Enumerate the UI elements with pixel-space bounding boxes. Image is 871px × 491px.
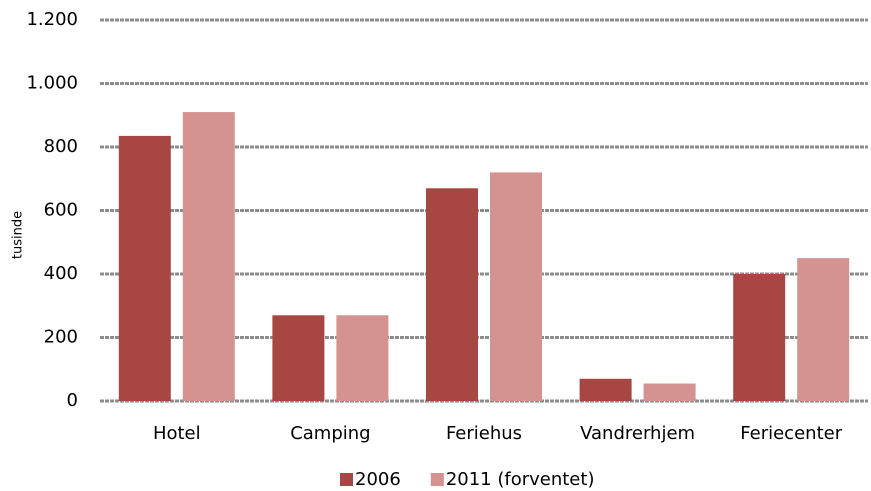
y-tick-label: 800 xyxy=(44,136,78,157)
x-tick-label: Camping xyxy=(290,423,370,444)
bar xyxy=(733,274,786,401)
legend-label: 2006 xyxy=(355,469,401,490)
bar xyxy=(272,315,325,401)
x-tick-label: Hotel xyxy=(153,423,201,444)
bar xyxy=(490,172,542,401)
bar xyxy=(182,112,235,401)
bar xyxy=(118,135,171,401)
bar xyxy=(336,315,389,401)
y-tick-label: 400 xyxy=(44,263,78,284)
y-tick-label: 0 xyxy=(67,390,78,411)
bar xyxy=(643,383,696,401)
y-tick-label: 1.000 xyxy=(26,73,78,94)
y-tick-label: 200 xyxy=(44,327,78,348)
y-tick-label: 1.200 xyxy=(26,9,78,30)
x-tick-label: Vandrerhjem xyxy=(580,423,695,444)
x-tick-label: Feriecenter xyxy=(740,423,842,444)
bar xyxy=(426,188,478,401)
bar xyxy=(797,258,850,401)
legend-swatch xyxy=(340,473,353,486)
y-tick-label: 600 xyxy=(44,200,78,221)
legend-label: 2011 (forventet) xyxy=(446,469,595,490)
bar xyxy=(579,378,632,401)
y-axis-label: tusinde xyxy=(11,211,26,259)
legend-swatch xyxy=(430,473,444,486)
x-tick-label: Feriehus xyxy=(446,423,522,444)
